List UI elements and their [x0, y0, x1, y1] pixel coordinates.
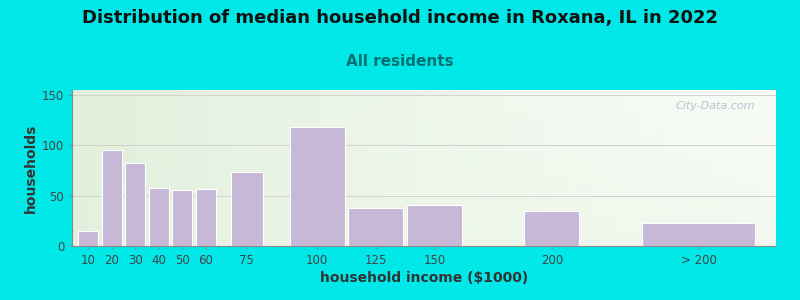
X-axis label: household income ($1000): household income ($1000) — [320, 271, 528, 285]
Bar — [642, 223, 755, 246]
Y-axis label: households: households — [24, 123, 38, 213]
Bar — [102, 150, 122, 246]
Bar — [348, 208, 403, 246]
Bar — [126, 164, 146, 246]
Bar — [196, 189, 216, 246]
Bar — [149, 188, 169, 246]
Bar — [78, 231, 98, 246]
Bar — [231, 172, 262, 246]
Text: All residents: All residents — [346, 54, 454, 69]
Bar — [172, 190, 192, 246]
Text: Distribution of median household income in Roxana, IL in 2022: Distribution of median household income … — [82, 9, 718, 27]
Bar — [407, 205, 462, 246]
Bar — [524, 211, 579, 246]
Bar — [290, 127, 345, 246]
Text: City-Data.com: City-Data.com — [675, 101, 755, 111]
